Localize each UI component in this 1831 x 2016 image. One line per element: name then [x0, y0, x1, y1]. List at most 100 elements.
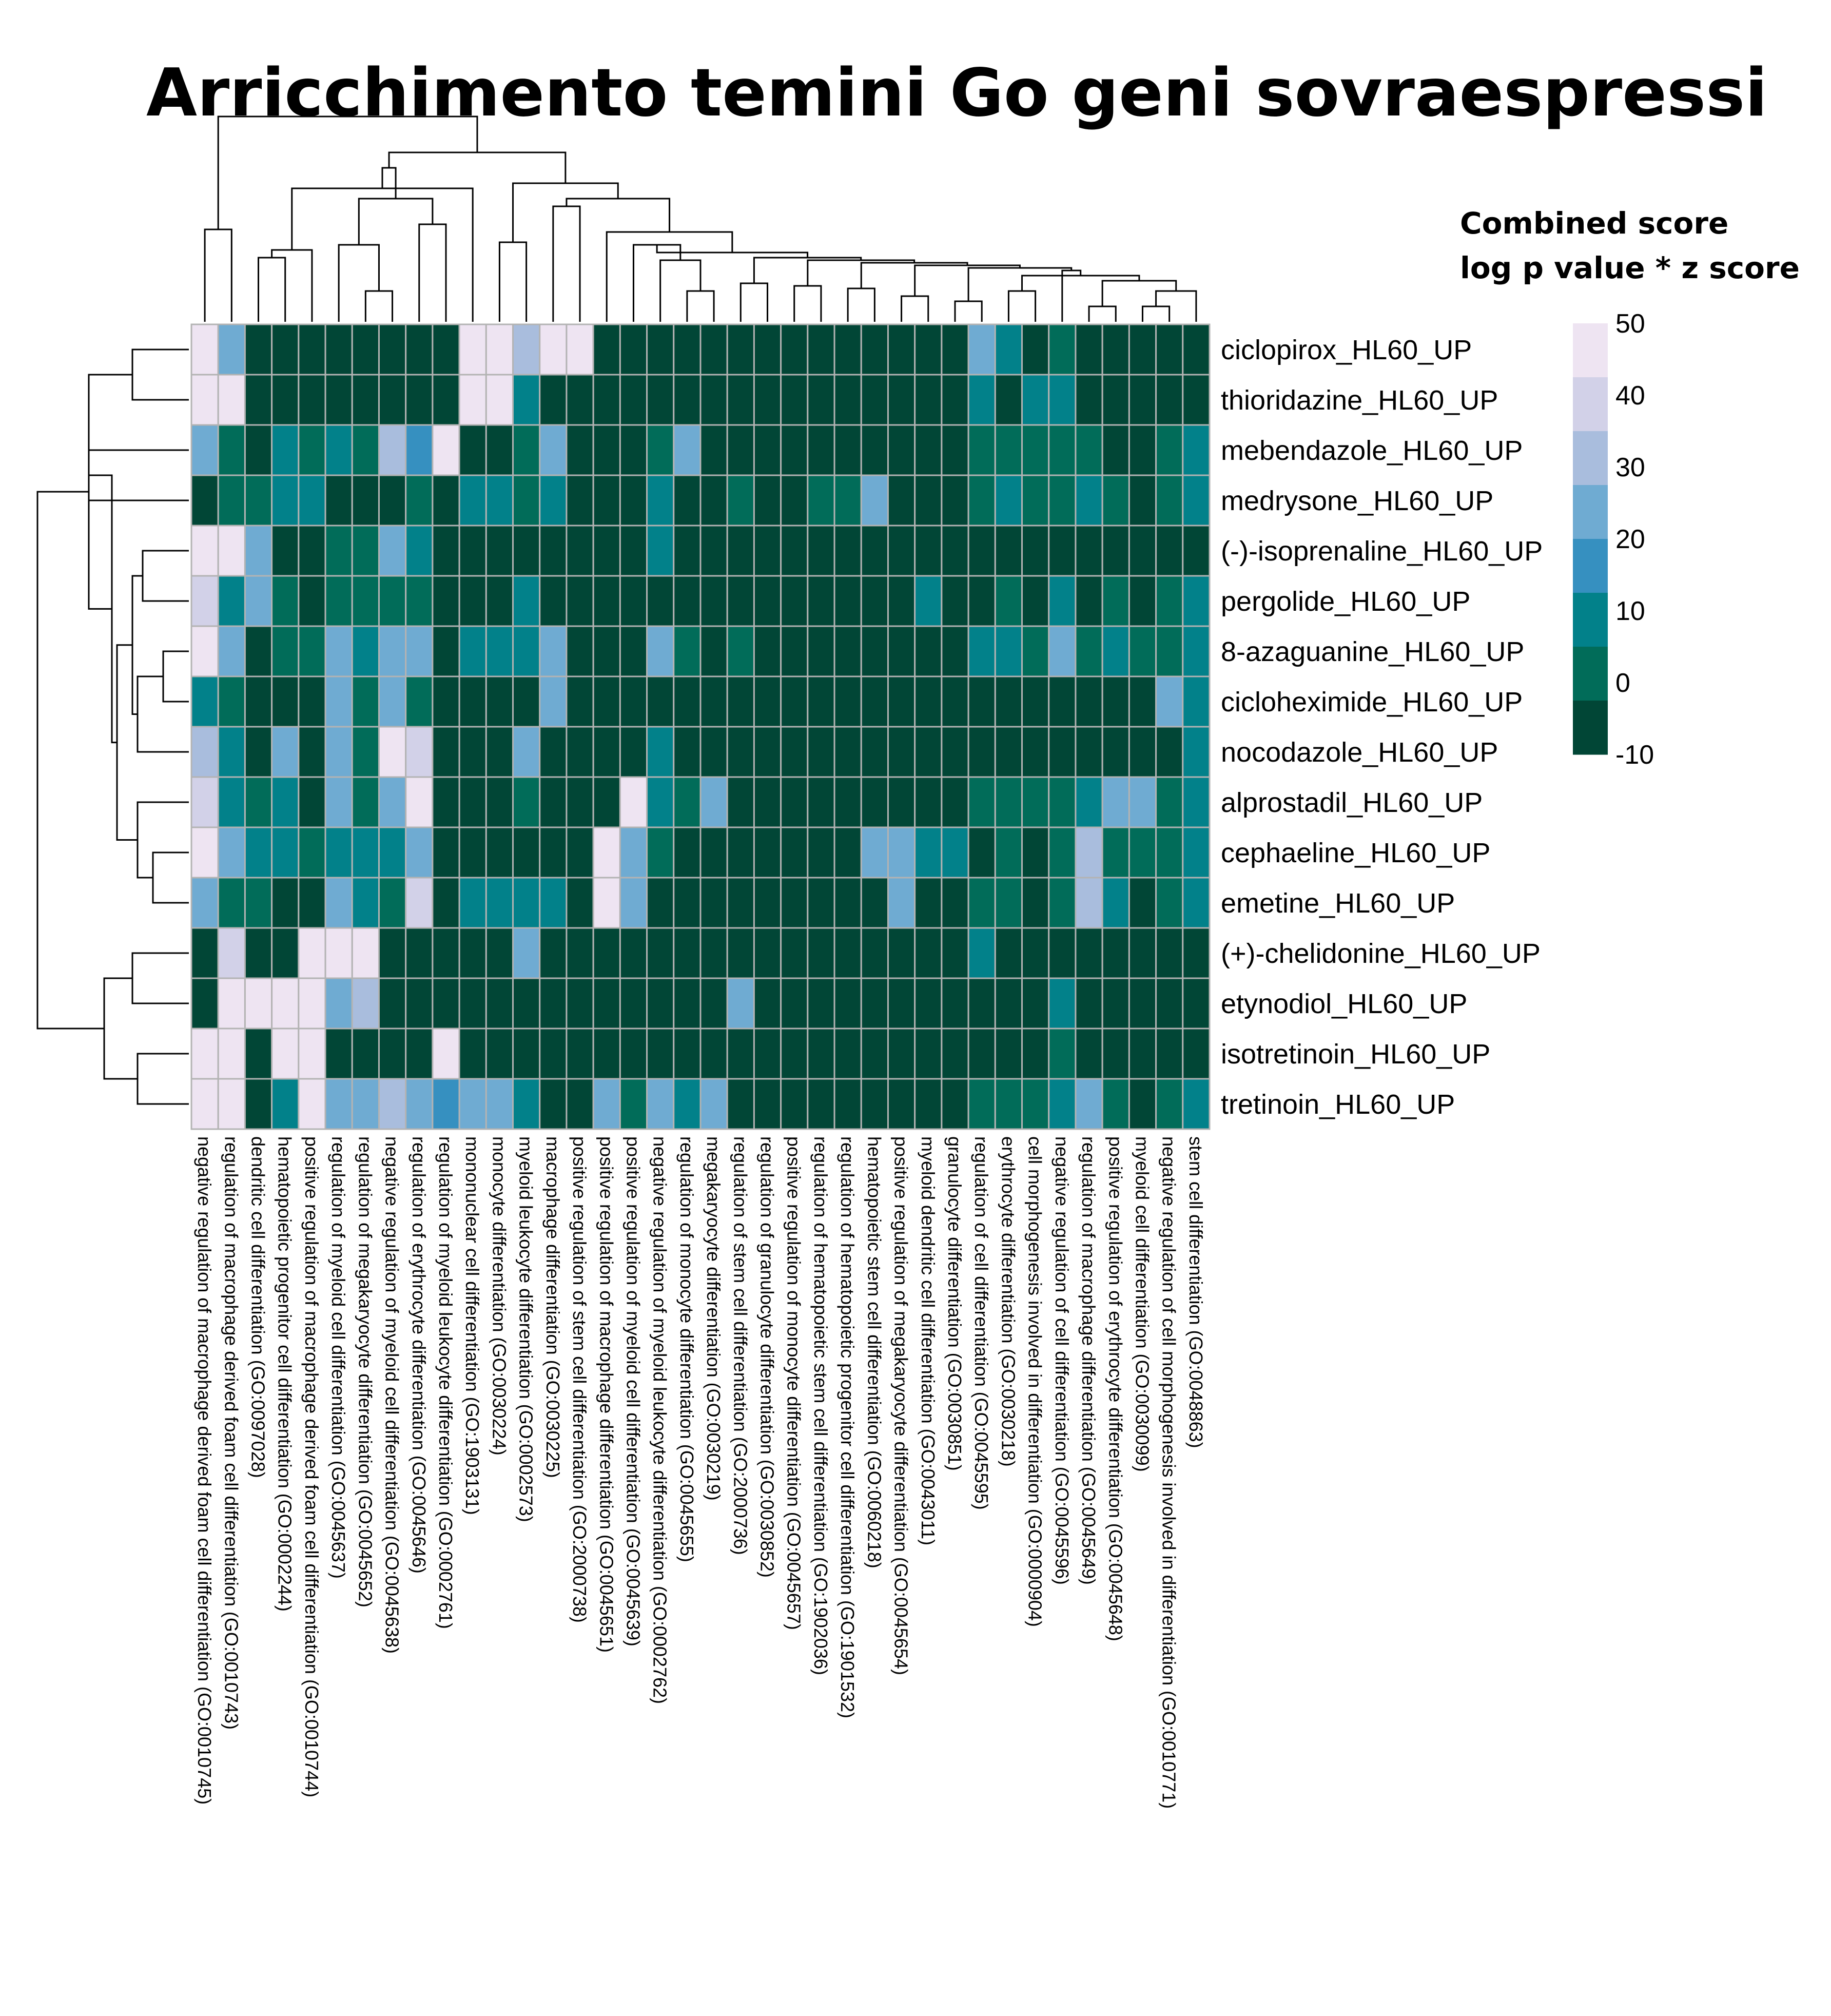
heatmap-cell [860, 575, 889, 627]
heatmap-cell [539, 927, 568, 979]
heatmap-cell [432, 474, 460, 527]
heatmap-cell [860, 1078, 889, 1130]
heatmap-cell [190, 877, 219, 929]
heatmap-cell [351, 927, 380, 979]
heatmap-cell [1075, 323, 1103, 376]
heatmap-cell [1048, 675, 1077, 728]
heatmap-cell [512, 927, 541, 979]
dendrogram-branch [204, 228, 232, 322]
heatmap-cell [1101, 675, 1130, 728]
heatmap-cell [190, 776, 219, 828]
heatmap-cell [887, 776, 916, 828]
heatmap-cell [405, 575, 434, 627]
heatmap-cell [190, 1028, 219, 1080]
heatmap-cell [887, 625, 916, 677]
heatmap-cell [324, 625, 353, 677]
heatmap-cell [1021, 826, 1050, 879]
heatmap-cell [941, 424, 969, 476]
heatmap-cell [726, 1028, 755, 1080]
heatmap-cell [673, 1078, 702, 1130]
heatmap-cell [244, 675, 273, 728]
heatmap-cell [244, 1028, 273, 1080]
heatmap-cell [941, 323, 969, 376]
heatmap-grid [190, 323, 1211, 1130]
heatmap-cell [646, 877, 675, 929]
heatmap-cell [271, 1078, 300, 1130]
heatmap-cell [485, 1078, 514, 1130]
heatmap-cell [860, 1028, 889, 1080]
heatmap-cell [566, 776, 594, 828]
heatmap-cell [244, 474, 273, 527]
heatmap-cell [1182, 877, 1211, 929]
heatmap-cell [324, 877, 353, 929]
heatmap-cell [887, 675, 916, 728]
heatmap-cell [860, 927, 889, 979]
heatmap-cell [1128, 474, 1157, 527]
heatmap-cell [512, 977, 541, 1030]
heatmap-cell [994, 826, 1023, 879]
heatmap-cell [619, 776, 648, 828]
column-label: positive regulation of erythrocyte diffe… [1105, 1136, 1126, 1641]
column-label: regulation of macrophage differentiation… [1078, 1136, 1099, 1585]
heatmap-cell [298, 575, 326, 627]
heatmap-cell [1155, 826, 1184, 879]
heatmap-cell [619, 1078, 648, 1130]
heatmap-cell [780, 525, 809, 577]
heatmap-cell [539, 424, 568, 476]
heatmap-cell [1021, 374, 1050, 426]
heatmap-cell [753, 977, 782, 1030]
heatmap-cell [994, 927, 1023, 979]
heatmap-cell [485, 374, 514, 426]
heatmap-cell [592, 474, 621, 527]
heatmap-cell [432, 625, 460, 677]
heatmap-cell [244, 776, 273, 828]
heatmap-cell [378, 374, 407, 426]
heatmap-cell [378, 575, 407, 627]
heatmap-cell [324, 675, 353, 728]
heatmap-cell [405, 776, 434, 828]
column-label: stem cell differentiation (GO:0048863) [1185, 1136, 1206, 1448]
heatmap-cell [941, 977, 969, 1030]
heatmap-cell [244, 625, 273, 677]
heatmap-cell [271, 424, 300, 476]
heatmap-cell [807, 977, 835, 1030]
dendrogram-branch [36, 491, 104, 1030]
heatmap-cell [726, 776, 755, 828]
heatmap-cell [860, 826, 889, 879]
heatmap-cell [967, 826, 996, 879]
heatmap-cell [324, 927, 353, 979]
heatmap-cell [860, 525, 889, 577]
heatmap-cell [1048, 424, 1077, 476]
dendrogram-branch [847, 287, 875, 322]
heatmap-cell [1048, 474, 1077, 527]
heatmap-cell [298, 474, 326, 527]
heatmap-cell [673, 826, 702, 879]
heatmap-cell [619, 575, 648, 627]
heatmap-cell [1101, 927, 1130, 979]
dendrogram-branch [258, 257, 286, 322]
heatmap-cell [994, 575, 1023, 627]
heatmap-cell [592, 1028, 621, 1080]
heatmap-cell [190, 826, 219, 879]
heatmap-cell [780, 474, 809, 527]
heatmap-cell [298, 625, 326, 677]
heatmap-cell [539, 323, 568, 376]
heatmap-cell [432, 1078, 460, 1130]
heatmap-cell [1155, 726, 1184, 778]
row-label: nocodazole_HL60_UP [1221, 737, 1498, 768]
heatmap-cell [914, 977, 943, 1030]
dendrogram-branch [686, 290, 715, 322]
heatmap-cell [351, 525, 380, 577]
heatmap-cell [1048, 525, 1077, 577]
heatmap-cell [726, 474, 755, 527]
heatmap-cell [378, 776, 407, 828]
heatmap-cell [351, 474, 380, 527]
heatmap-cell [1021, 776, 1050, 828]
heatmap-cell [699, 424, 728, 476]
heatmap-cell [485, 625, 514, 677]
heatmap-cell [1155, 927, 1184, 979]
heatmap-cell [1021, 323, 1050, 376]
heatmap-cell [324, 1028, 353, 1080]
legend-tick-label: 30 [1615, 453, 1645, 482]
heatmap-cell [1155, 776, 1184, 828]
